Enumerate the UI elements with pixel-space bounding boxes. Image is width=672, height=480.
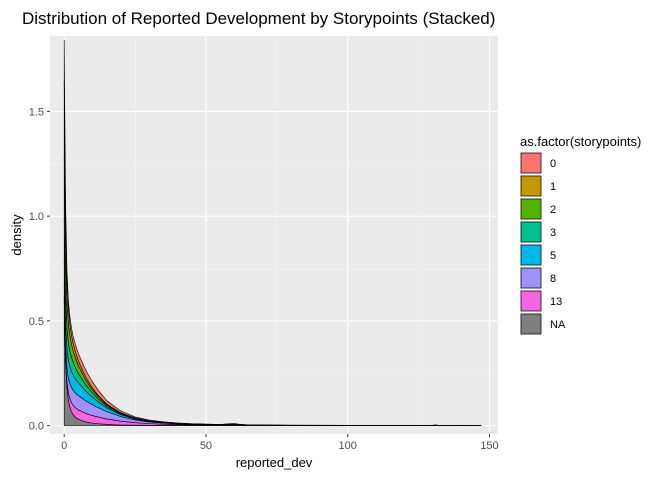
legend-swatch-5 <box>520 244 542 266</box>
legend-swatch-NA <box>520 313 542 335</box>
legend-swatch-8 <box>520 267 542 289</box>
y-tick-label: 0.0 <box>29 421 44 433</box>
y-axis: 0.0 0.5 1.0 1.5 <box>29 106 50 433</box>
legend-label-13: 13 <box>550 296 562 308</box>
chart-title: Distribution of Reported Development by … <box>22 9 495 28</box>
legend-title: as.factor(storypoints) <box>520 134 641 149</box>
legend-label-5: 5 <box>550 250 556 262</box>
minor-gridlines <box>50 36 498 434</box>
legend-label-3: 3 <box>550 227 556 239</box>
legend-swatch-2 <box>520 198 542 220</box>
plot-panel <box>50 36 498 434</box>
legend-label-0: 0 <box>550 158 556 170</box>
area-series-0 <box>63 39 482 426</box>
x-tick-label: 50 <box>200 440 212 452</box>
legend-label-NA: NA <box>550 319 566 331</box>
x-axis-title: reported_dev <box>236 455 313 470</box>
y-tick-label: 1.5 <box>29 106 44 118</box>
legend-label-2: 2 <box>550 204 556 216</box>
x-tick-label: 0 <box>61 440 67 452</box>
legend-label-8: 8 <box>550 273 556 285</box>
x-tick-label: 150 <box>480 440 498 452</box>
legend-swatch-3 <box>520 221 542 243</box>
legend-label-1: 1 <box>550 181 556 193</box>
x-axis: 0 50 100 150 <box>61 434 499 452</box>
y-tick-label: 0.5 <box>29 316 44 328</box>
stacked-areas <box>63 39 482 426</box>
legend-swatch-0 <box>520 152 542 174</box>
legend-swatch-13 <box>520 290 542 312</box>
y-axis-title: density <box>9 214 24 256</box>
x-tick-label: 100 <box>339 440 357 452</box>
y-tick-label: 1.0 <box>29 211 44 223</box>
legend: 0 1 2 3 5 8 13 NA <box>520 152 566 335</box>
legend-swatch-1 <box>520 175 542 197</box>
